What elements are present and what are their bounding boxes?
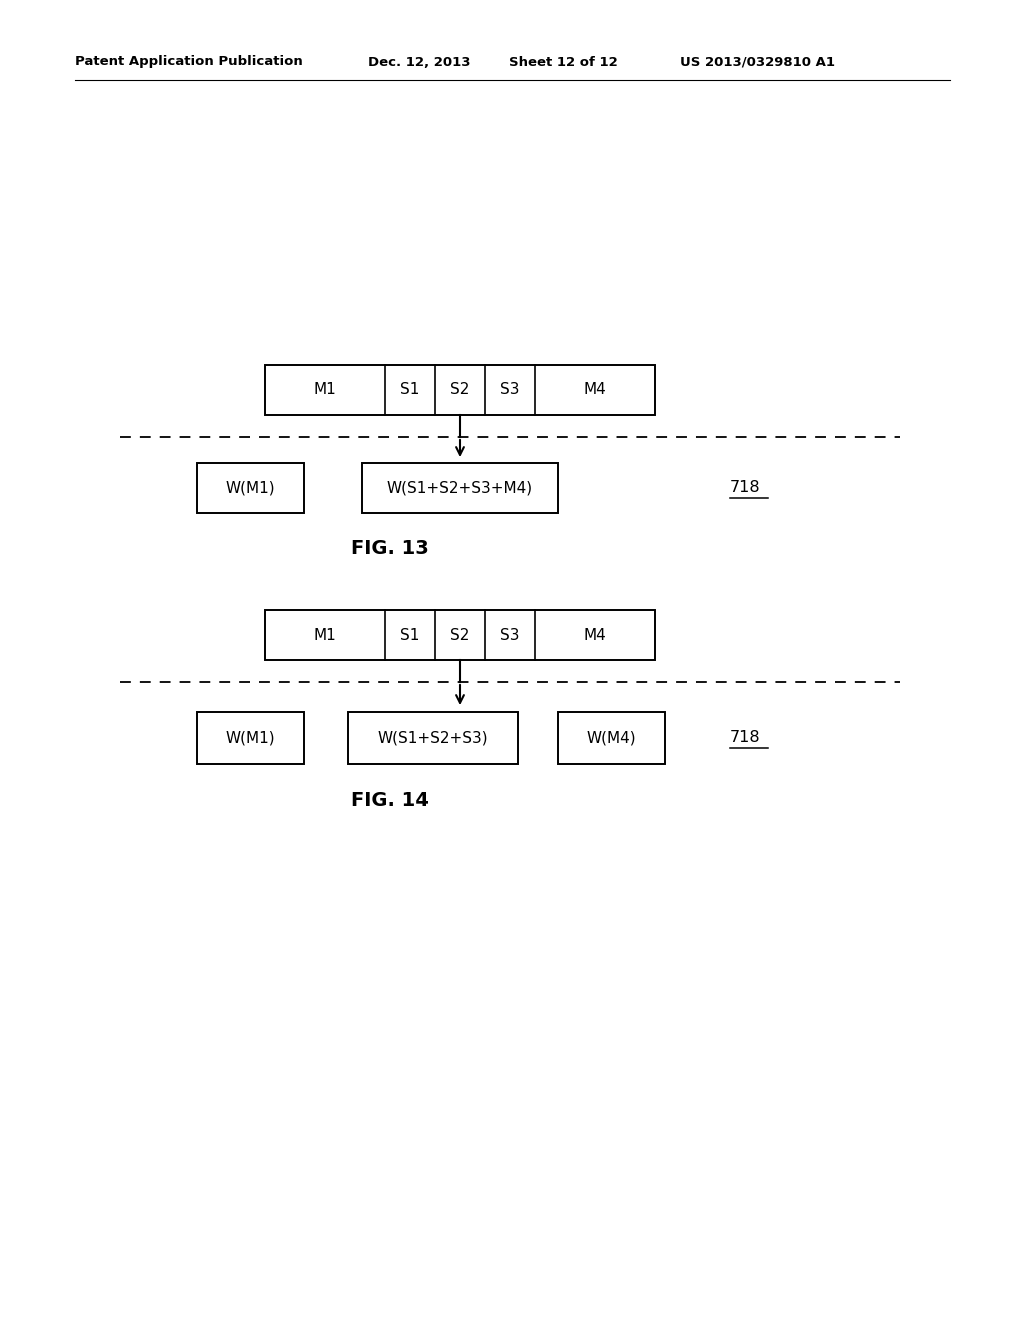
Text: S3: S3 bbox=[501, 383, 520, 397]
Text: W(M4): W(M4) bbox=[587, 730, 636, 746]
Text: W(M1): W(M1) bbox=[225, 730, 275, 746]
Bar bbox=[265, 366, 655, 414]
Bar bbox=[348, 711, 518, 764]
Text: W(S1+S2+S3+M4): W(S1+S2+S3+M4) bbox=[387, 480, 534, 495]
Text: FIG. 14: FIG. 14 bbox=[351, 791, 429, 809]
Text: S3: S3 bbox=[501, 627, 520, 643]
Text: M4: M4 bbox=[584, 627, 606, 643]
Text: Sheet 12 of 12: Sheet 12 of 12 bbox=[509, 55, 617, 69]
Text: S2: S2 bbox=[451, 627, 470, 643]
Bar bbox=[558, 711, 665, 764]
Text: W(S1+S2+S3): W(S1+S2+S3) bbox=[378, 730, 488, 746]
Text: M1: M1 bbox=[313, 627, 336, 643]
Text: Dec. 12, 2013: Dec. 12, 2013 bbox=[368, 55, 470, 69]
Text: Patent Application Publication: Patent Application Publication bbox=[75, 55, 303, 69]
Text: S1: S1 bbox=[400, 383, 420, 397]
Text: 718: 718 bbox=[730, 480, 761, 495]
Bar bbox=[197, 463, 304, 513]
Bar bbox=[265, 610, 655, 660]
Text: W(M1): W(M1) bbox=[225, 480, 275, 495]
Text: M4: M4 bbox=[584, 383, 606, 397]
Text: US 2013/0329810 A1: US 2013/0329810 A1 bbox=[680, 55, 835, 69]
Text: 718: 718 bbox=[730, 730, 761, 746]
Bar bbox=[362, 463, 558, 513]
Bar bbox=[197, 711, 304, 764]
Text: FIG. 13: FIG. 13 bbox=[351, 539, 429, 557]
Text: S1: S1 bbox=[400, 627, 420, 643]
Text: S2: S2 bbox=[451, 383, 470, 397]
Text: M1: M1 bbox=[313, 383, 336, 397]
